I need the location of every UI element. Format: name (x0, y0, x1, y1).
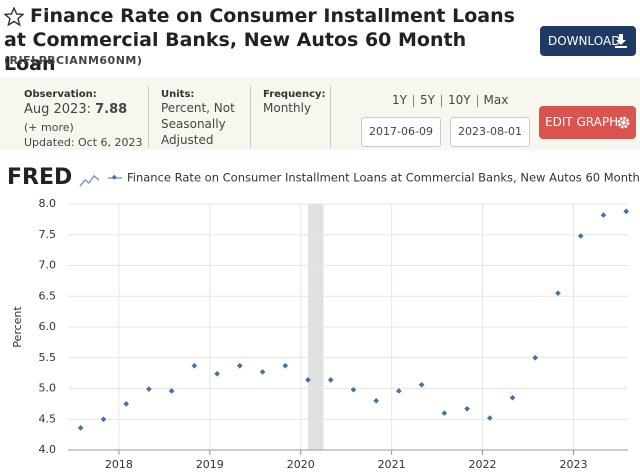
y-tick-label: 4.5 (39, 412, 57, 425)
data-point (509, 394, 516, 401)
data-point (600, 212, 607, 218)
logo-icon (79, 174, 100, 187)
data-point (191, 362, 198, 369)
observation-label: Observation: (24, 89, 97, 100)
range-option[interactable]: 10Y (447, 93, 471, 107)
data-point (350, 386, 357, 393)
frequency: Monthly (263, 101, 312, 115)
data-point (532, 354, 539, 361)
data-point (100, 416, 107, 423)
divider (250, 86, 251, 148)
legend-marker (111, 174, 117, 180)
gear-icon (617, 116, 630, 129)
series-title: Finance Rate on Consumer Installment Loa… (4, 5, 515, 75)
x-tick-label: 2019 (196, 458, 224, 471)
download-button[interactable]: DOWNLOAD (540, 26, 636, 56)
download-label: DOWNLOAD (548, 34, 621, 48)
x-tick-label: 2022 (469, 458, 497, 471)
data-point (146, 386, 152, 392)
y-tick-label: 4.0 (39, 443, 57, 456)
range-option[interactable]: 5Y (419, 93, 435, 107)
meta-bar (0, 78, 640, 150)
y-tick-label: 6.0 (39, 320, 57, 333)
fred-logo: FRED (7, 165, 72, 190)
data-point (305, 377, 311, 383)
divider (148, 86, 149, 148)
data-point (555, 290, 561, 297)
data-point (373, 397, 380, 404)
y-tick-label: 8.0 (39, 197, 57, 210)
edit-graph-button[interactable]: EDIT GRAPH (539, 106, 636, 139)
data-point (236, 362, 243, 369)
x-tick-label: 2020 (287, 458, 315, 471)
observation-value: 7.88 (95, 102, 128, 117)
x-tick-label: 2018 (105, 458, 133, 471)
units: Percent, Not Seasonally Adjusted (161, 101, 235, 147)
range-option[interactable]: Max (483, 93, 509, 107)
download-icon (615, 34, 627, 48)
y-tick-label: 7.0 (39, 259, 57, 272)
data-point (327, 377, 334, 383)
separator (412, 94, 414, 107)
range-option[interactable]: 1Y (392, 93, 407, 107)
observation-date: Aug 2023: (24, 102, 91, 117)
y-tick-label: 5.5 (39, 351, 57, 364)
x-tick-label: 2021 (378, 458, 406, 471)
units-label: Units: (161, 89, 195, 100)
edit-label: EDIT GRAPH (545, 115, 619, 129)
divider (330, 86, 331, 148)
data-point (214, 370, 220, 377)
more-link[interactable]: (+ more) (24, 121, 74, 134)
y-tick-label: 6.5 (39, 289, 57, 302)
separator (440, 94, 442, 107)
star-icon[interactable] (4, 7, 24, 27)
data-point (623, 208, 630, 215)
x-tick-label: 2023 (559, 458, 587, 471)
updated: Updated: Oct 6, 2023 (24, 136, 143, 149)
data-point (486, 415, 493, 421)
data-point (259, 369, 266, 375)
chart: FRED Percent Finance Rate on Consumer In… (7, 165, 640, 471)
separator (476, 94, 478, 107)
data-point (168, 388, 175, 394)
data-point (282, 362, 289, 369)
series-id: (RIFLPBCIANM60NM) (4, 54, 143, 67)
legend-label: Finance Rate on Consumer Installment Loa… (127, 171, 640, 185)
data-point (577, 233, 584, 239)
data-point (418, 381, 425, 388)
start-date-input[interactable]: 2017-06-09 (361, 117, 441, 147)
frequency-label: Frequency: (263, 89, 326, 100)
y-tick-label: 7.5 (39, 228, 57, 241)
data-point (77, 425, 84, 431)
y-tick-label: 5.0 (39, 382, 57, 395)
data-point (396, 388, 402, 394)
y-axis-label: Percent (11, 306, 24, 348)
range-selector: 1Y 5Y 10Y Max (392, 92, 508, 108)
end-date-input[interactable]: 2023-08-01 (450, 117, 530, 147)
data-point (464, 405, 470, 412)
data-point (123, 401, 130, 407)
data-point (441, 410, 448, 416)
